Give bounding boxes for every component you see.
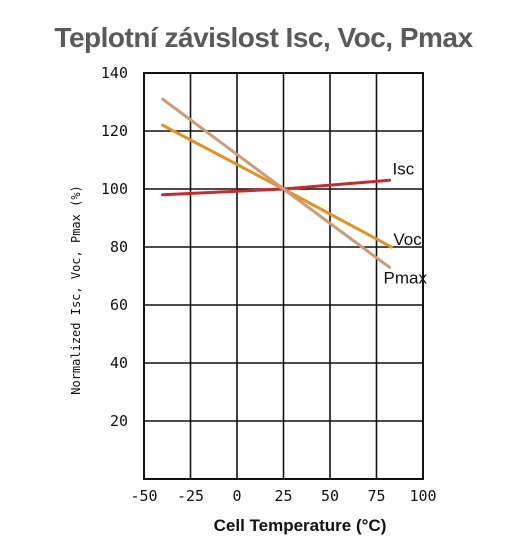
series-label-isc: Isc	[393, 159, 415, 178]
y-tick-label: 120	[101, 122, 128, 140]
x-tick-label: 50	[321, 487, 339, 505]
x-axis-label: Cell Temperature (°C)	[214, 516, 387, 535]
x-tick-label: -25	[177, 487, 204, 505]
x-tick-labels: -50 -25 0 25 50 75 100	[130, 487, 436, 505]
y-tick-label: 140	[101, 64, 128, 82]
page-title: Teplotní závislost Isc, Voc, Pmax	[54, 22, 473, 53]
x-tick-label: 100	[409, 487, 436, 505]
series-line-voc	[161, 123, 393, 249]
y-tick-label: 100	[101, 180, 128, 198]
plot-frame	[143, 72, 424, 480]
x-tick-label: 0	[232, 487, 241, 505]
plot-border	[143, 72, 424, 480]
y-tick-labels: 20 40 60 80 100 120 140	[101, 64, 128, 430]
series-line-pmax	[161, 97, 391, 269]
grid	[143, 72, 424, 479]
series-label-pmax: Pmax	[384, 268, 428, 287]
series-labels: Isc Voc Pmax	[384, 159, 428, 287]
y-tick-label: 20	[110, 412, 128, 430]
x-tick-label: 25	[274, 487, 292, 505]
y-tick-label: 60	[110, 296, 128, 314]
x-tick-label: 75	[367, 487, 385, 505]
series-label-voc: Voc	[393, 230, 422, 249]
y-tick-label: 80	[110, 238, 128, 256]
x-tick-label: -50	[130, 487, 157, 505]
y-axis-label: Normalized Isc, Voc, Pmax (%)	[69, 185, 83, 395]
y-tick-label: 40	[110, 354, 128, 372]
series-lines	[161, 97, 393, 269]
